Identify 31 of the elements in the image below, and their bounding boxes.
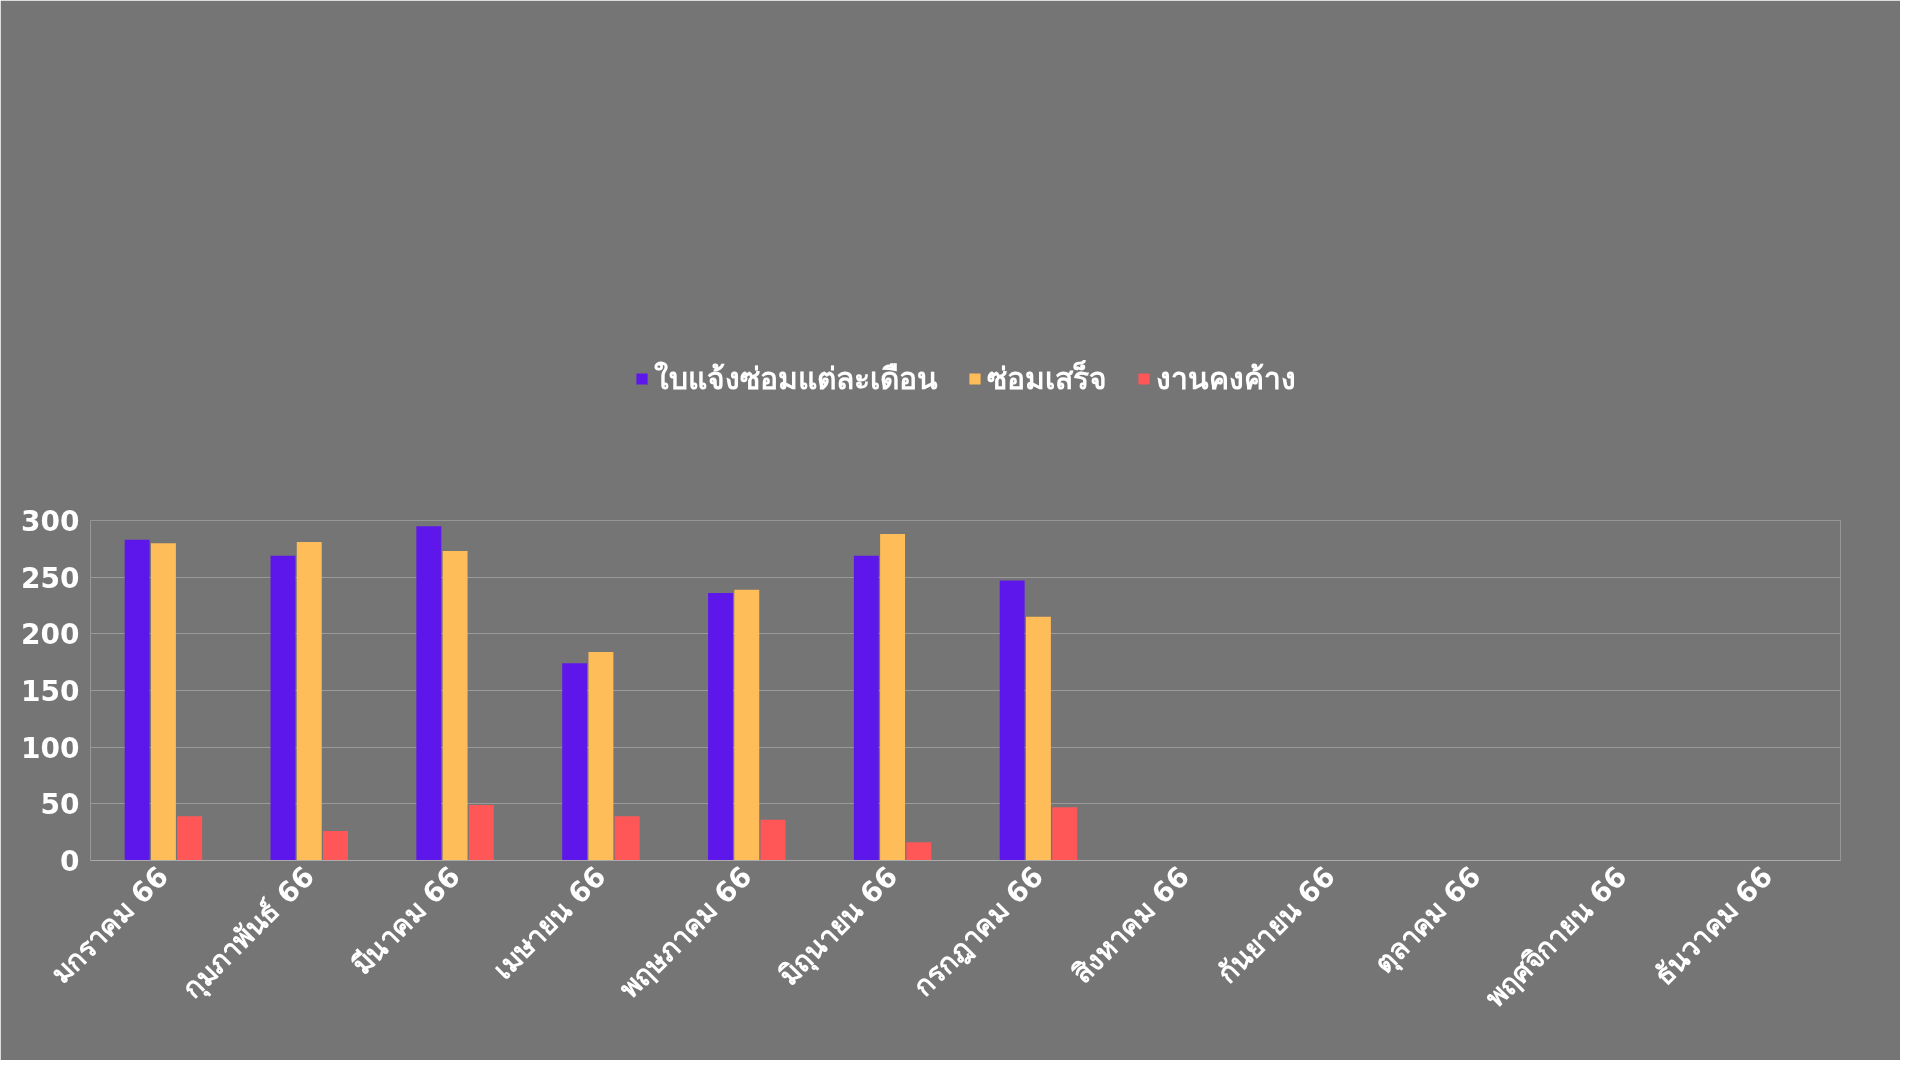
legend-label: ซ่อมเสร็จ bbox=[986, 359, 1107, 398]
bar bbox=[468, 804, 494, 861]
bar bbox=[416, 526, 442, 861]
bar bbox=[177, 816, 203, 861]
y-tick-label: 100 bbox=[21, 731, 80, 765]
y-tick-label: 300 bbox=[21, 505, 80, 538]
bar bbox=[708, 593, 733, 861]
bar bbox=[760, 819, 786, 861]
y-tick-label: 0 bbox=[60, 845, 80, 878]
bar bbox=[296, 542, 322, 861]
bar bbox=[853, 555, 879, 861]
y-tick-label: 150 bbox=[21, 675, 80, 708]
y-tick-label: 200 bbox=[21, 618, 80, 652]
y-tick-label: 50 bbox=[40, 788, 80, 822]
bar bbox=[999, 580, 1025, 861]
bar bbox=[442, 551, 468, 861]
bar bbox=[1025, 616, 1051, 861]
bar bbox=[906, 842, 932, 861]
legend-label: งานคงค้าง bbox=[1155, 359, 1296, 398]
bar bbox=[270, 555, 296, 861]
bar bbox=[1052, 807, 1078, 861]
bar bbox=[734, 589, 760, 861]
bar bbox=[562, 663, 588, 861]
bar bbox=[150, 543, 176, 861]
bar bbox=[124, 539, 150, 861]
y-tick-label: 250 bbox=[21, 561, 80, 595]
bar bbox=[323, 831, 348, 861]
bar bbox=[588, 651, 614, 861]
bar bbox=[614, 816, 640, 861]
legend-label: ใบแจ้งซ่อมแต่ละเดือน bbox=[653, 359, 938, 398]
bar bbox=[880, 534, 906, 861]
